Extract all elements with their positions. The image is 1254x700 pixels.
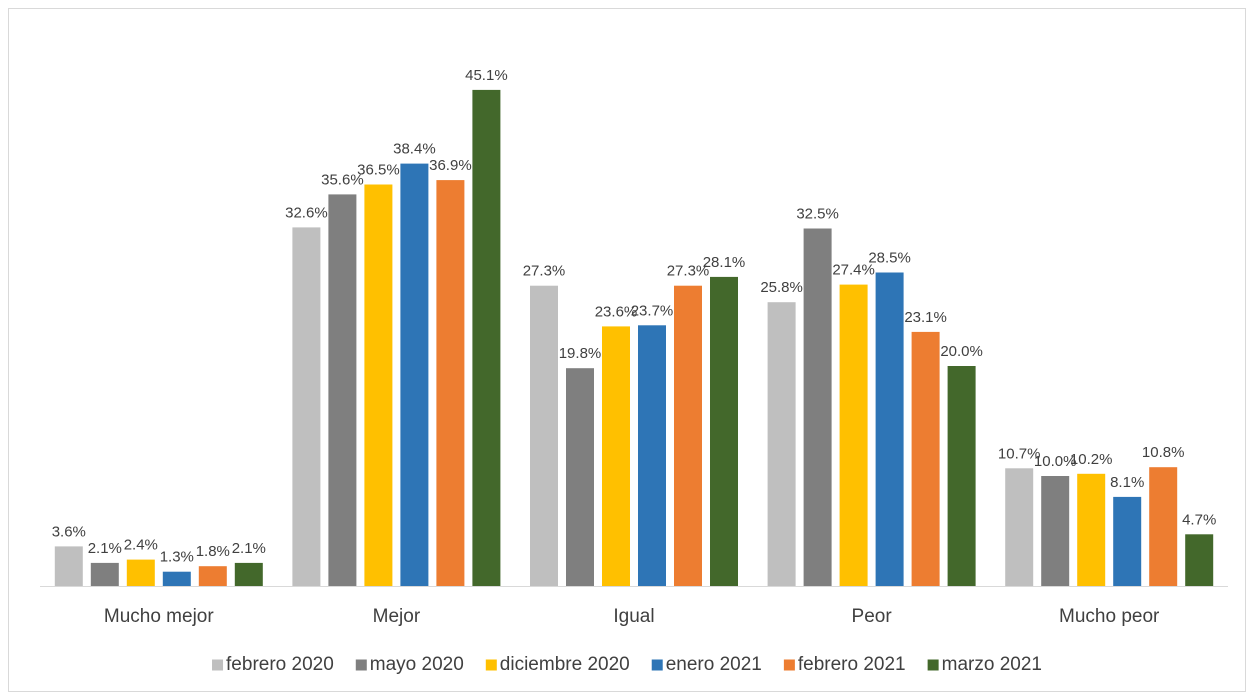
bar [710,276,738,586]
legend-swatch [355,659,367,671]
legend-swatch [927,659,939,671]
bar [1185,534,1214,586]
data-label: 28.1% [703,254,746,271]
bar [198,566,227,586]
data-label: 35.6% [321,171,364,188]
data-label: 10.7% [998,445,1041,462]
data-label: 1.8% [196,543,230,560]
bar [803,228,832,586]
bar [1041,476,1070,586]
bar [126,559,155,586]
data-label: 25.8% [760,279,803,296]
bar [234,562,263,586]
bar [1005,468,1034,586]
bar [947,366,976,586]
legend-label: mayo 2020 [370,654,464,675]
bar [1077,473,1106,586]
bar [328,194,357,586]
bar [472,89,501,587]
x-tick-label: Mucho peor [1059,606,1160,627]
legend-label: enero 2021 [666,654,762,675]
legend-label: diciembre 2020 [500,654,630,675]
data-label: 32.6% [285,204,328,221]
bar [54,546,83,586]
data-label: 4.7% [1182,511,1216,528]
legend-swatch [783,659,795,671]
bar [767,302,796,586]
legend-swatch [485,659,497,671]
bar [162,571,191,586]
bar [1113,496,1142,586]
data-label: 10.2% [1070,451,1113,468]
legend-swatch [651,659,663,671]
bar [674,285,702,586]
legend-label: febrero 2021 [798,654,906,675]
x-tick-label: Mucho mejor [104,606,214,627]
bar [436,180,465,586]
data-label: 23.6% [595,303,638,320]
bar [292,227,321,586]
data-label: 32.5% [796,205,839,222]
data-label: 23.1% [904,309,947,326]
data-label: 2.4% [124,537,158,554]
data-label: 10.0% [1034,453,1077,470]
legend-label: febrero 2020 [226,654,334,675]
data-label: 10.8% [1142,444,1185,461]
data-label: 1.3% [160,549,194,566]
bar [1149,467,1178,586]
data-label: 2.1% [232,540,266,557]
data-label: 20.0% [940,343,983,360]
bar [566,368,594,586]
data-label: 2.1% [88,540,122,557]
x-tick-label: Peor [852,606,893,627]
legend-swatch [212,659,224,671]
bar [602,326,630,586]
data-label: 27.3% [667,263,710,280]
x-tick-label: Igual [613,606,654,627]
data-label: 27.3% [523,263,566,280]
data-label: 36.9% [429,157,472,174]
bar [400,163,429,586]
bar [530,285,558,586]
bar [839,284,868,586]
bar [911,331,940,586]
data-label: 19.8% [559,345,602,362]
data-label: 8.1% [1110,474,1144,491]
legend-label: marzo 2021 [942,654,1042,675]
data-label: 23.7% [631,302,674,319]
data-label: 45.1% [465,67,508,84]
x-tick-label: Mejor [373,606,421,627]
bar [364,184,393,586]
data-label: 38.4% [393,141,436,158]
bar [875,272,904,586]
data-label: 28.5% [868,249,911,266]
bar [90,562,119,586]
data-label: 27.4% [832,262,875,279]
data-label: 3.6% [52,523,86,540]
bar [638,325,666,586]
data-label: 36.5% [357,161,400,178]
